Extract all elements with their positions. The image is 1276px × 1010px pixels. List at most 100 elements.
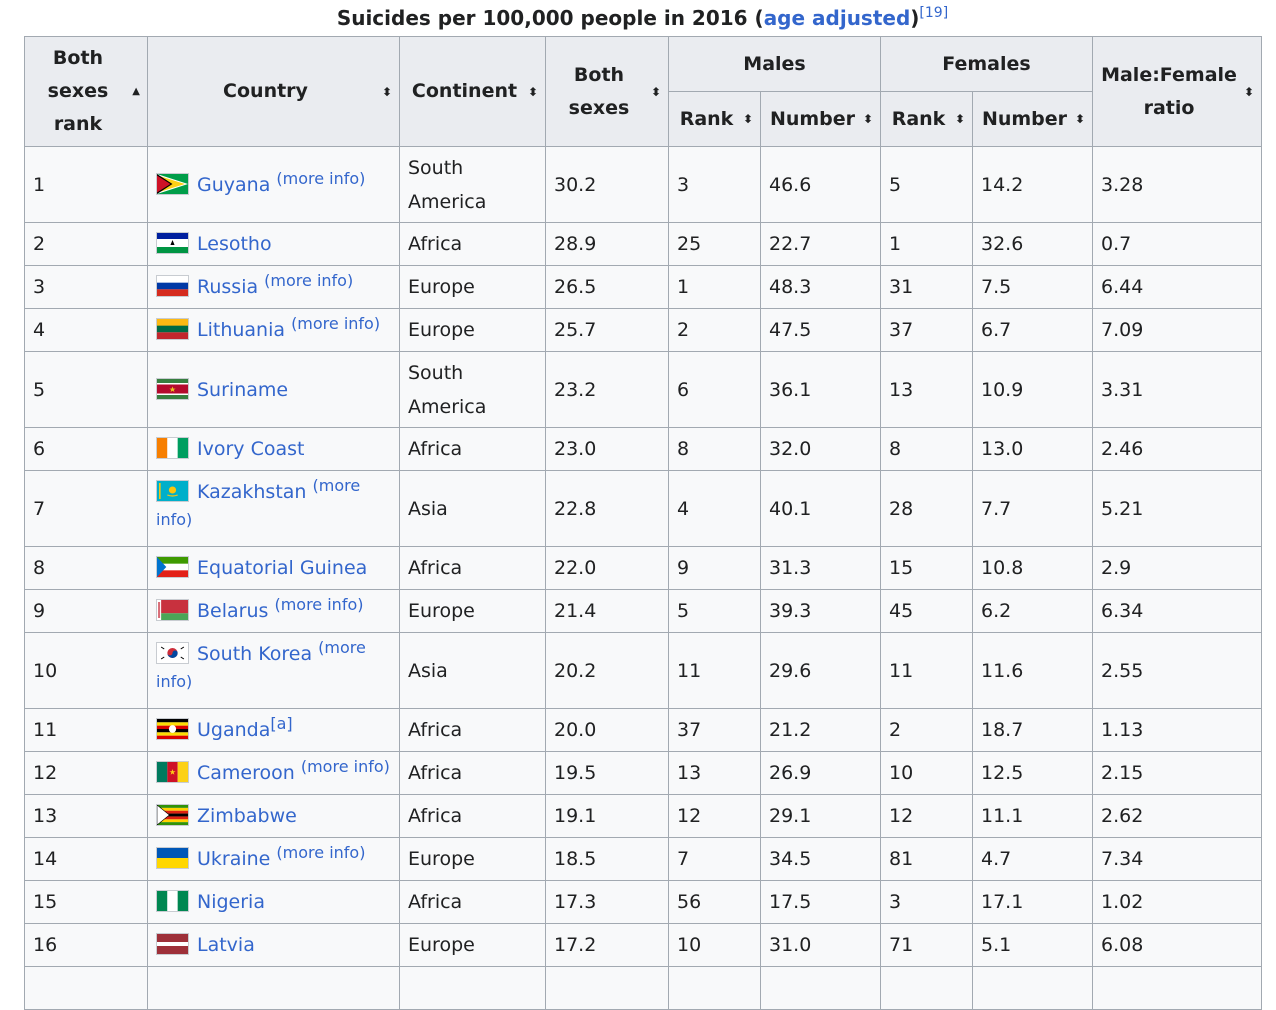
- more-info-link[interactable]: (more info): [156, 637, 366, 691]
- rank-cell: 13: [24, 794, 148, 838]
- ratio-cell: 7.09: [1092, 308, 1262, 352]
- males-rank-cell: 56: [668, 880, 761, 924]
- table-row: 14 Ukraine (more info) Europe 18.5 7 34.5 81 4.…: [24, 837, 1262, 881]
- more-info-link[interactable]: (more info): [156, 475, 361, 529]
- reference-19-link[interactable]: [19]: [919, 5, 949, 21]
- country-cell: Ivory Coast: [147, 427, 400, 471]
- both-sexes-cell: 17.2: [545, 923, 669, 967]
- continent-cell: Europe: [399, 265, 546, 309]
- table-row: 13 Zimbabwe Africa 19.1 12 29.1 12 11.1 2.62: [24, 794, 1262, 838]
- empty-cell: [760, 966, 881, 1010]
- header-male-female-ratio[interactable]: Male:Female ratio ⬍: [1092, 36, 1262, 147]
- ivory-coast-flag-icon: [156, 437, 189, 459]
- rank-cell: 16: [24, 923, 148, 967]
- country-cell: Cameroon (more info): [147, 751, 400, 795]
- country-link[interactable]: Kazakhstan: [197, 480, 307, 503]
- rank-cell: 15: [24, 880, 148, 924]
- header-continent[interactable]: Continent ⬍: [399, 36, 546, 147]
- header-both-sexes-rank[interactable]: Both sexes rank ▲: [24, 36, 148, 147]
- table-row: 5 Suriname South America 23.2 6 36.1 13 10.9 3.31: [24, 351, 1262, 428]
- rank-cell: 8: [24, 546, 148, 590]
- lithuania-flag-icon: [156, 318, 189, 340]
- country-link[interactable]: Belarus: [197, 600, 269, 622]
- females-number-cell: 5.1: [972, 923, 1093, 967]
- country-link[interactable]: Suriname: [197, 378, 289, 401]
- males-number-cell: 34.5: [760, 837, 881, 881]
- table-row: 2 Lesotho Africa 28.9 25 22.7 1 32.6 0.7: [24, 222, 1262, 266]
- table-row: 16 Latvia Europe 17.2 10 31.0 71 5.1 6.08: [24, 923, 1262, 967]
- more-info-link[interactable]: (more info): [276, 168, 366, 188]
- empty-cell: [1092, 966, 1262, 1010]
- country-link[interactable]: Lesotho: [197, 233, 272, 255]
- country-cell: Nigeria: [147, 880, 400, 924]
- header-males-number[interactable]: Number ⬍: [760, 91, 881, 147]
- ratio-cell: 6.44: [1092, 265, 1262, 309]
- both-sexes-cell: 22.0: [545, 546, 669, 590]
- country-link[interactable]: Russia: [197, 276, 259, 298]
- continent-cell: Africa: [399, 880, 546, 924]
- sort-icon: ⬍: [381, 84, 392, 99]
- males-rank-cell: 5: [668, 589, 761, 633]
- country-link[interactable]: Ukraine: [197, 848, 271, 870]
- country-cell: Belarus (more info): [147, 589, 400, 633]
- table-row: 8 Equatorial Guinea Africa 22.0 9 31.3 15 10.8 2…: [24, 546, 1262, 590]
- country-link[interactable]: Uganda: [197, 719, 271, 741]
- sort-icon: ⬍: [862, 112, 873, 126]
- males-rank-cell: 13: [668, 751, 761, 795]
- age-adjusted-link[interactable]: age adjusted: [763, 6, 911, 30]
- footnote-a-link[interactable]: [a]: [270, 714, 293, 733]
- females-rank-cell: 3: [880, 880, 973, 924]
- country-cell: Equatorial Guinea: [147, 546, 400, 590]
- both-sexes-cell: 25.7: [545, 308, 669, 352]
- both-sexes-cell: 23.2: [545, 351, 669, 428]
- country-link[interactable]: Nigeria: [197, 891, 265, 913]
- country-cell: Kazakhstan (more info): [147, 470, 400, 547]
- more-info-link[interactable]: (more info): [300, 757, 390, 776]
- females-rank-cell: 10: [880, 751, 973, 795]
- both-sexes-cell: 20.0: [545, 708, 669, 752]
- country-link[interactable]: Cameroon: [197, 762, 295, 784]
- table-row: 1 Guyana (more info) South America 30.2 3 46.6…: [24, 146, 1262, 223]
- empty-cell: [147, 966, 400, 1010]
- continent-cell: Africa: [399, 751, 546, 795]
- lesotho-flag-icon: [156, 232, 189, 254]
- both-sexes-cell: 19.1: [545, 794, 669, 838]
- females-rank-cell: 81: [880, 837, 973, 881]
- country-link[interactable]: South Korea: [197, 642, 313, 665]
- females-number-cell: 11.1: [972, 794, 1093, 838]
- both-sexes-cell: 28.9: [545, 222, 669, 266]
- country-link[interactable]: Equatorial Guinea: [197, 557, 368, 579]
- both-sexes-cell: 22.8: [545, 470, 669, 547]
- more-info-link[interactable]: (more info): [274, 595, 364, 614]
- rank-cell: 11: [24, 708, 148, 752]
- more-info-link[interactable]: (more info): [291, 314, 381, 333]
- latvia-flag-icon: [156, 933, 189, 955]
- empty-cell: [545, 966, 669, 1010]
- country-link[interactable]: Guyana: [197, 173, 271, 196]
- header-females-rank[interactable]: Rank ⬍: [880, 91, 973, 147]
- header-females-number[interactable]: Number ⬍: [972, 91, 1093, 147]
- ratio-cell: 1.02: [1092, 880, 1262, 924]
- country-link[interactable]: Latvia: [197, 934, 255, 956]
- header-country[interactable]: Country ⬍: [147, 36, 400, 147]
- country-link[interactable]: Lithuania: [197, 319, 286, 341]
- males-number-cell: 21.2: [760, 708, 881, 752]
- males-number-cell: 47.5: [760, 308, 881, 352]
- header-continent-label: Continent: [411, 80, 518, 102]
- zimbabwe-flag-icon: [156, 804, 189, 826]
- header-males-rank[interactable]: Rank ⬍: [668, 91, 761, 147]
- country-link[interactable]: Ivory Coast: [197, 438, 305, 460]
- males-number-cell: 48.3: [760, 265, 881, 309]
- females-rank-cell: 1: [880, 222, 973, 266]
- continent-cell: Africa: [399, 222, 546, 266]
- table-row: 7 Kazakhstan (more info) Asia 22.8 4 40.1 28 7.…: [24, 470, 1262, 547]
- country-cell: Zimbabwe: [147, 794, 400, 838]
- country-link[interactable]: Zimbabwe: [197, 805, 297, 827]
- more-info-link[interactable]: (more info): [264, 271, 354, 290]
- males-rank-cell: 2: [668, 308, 761, 352]
- rank-cell: 2: [24, 222, 148, 266]
- males-number-cell: 31.3: [760, 546, 881, 590]
- table-row: 10 South Korea (more info) Asia 20.2 11 29.6 1…: [24, 632, 1262, 709]
- more-info-link[interactable]: (more info): [276, 843, 366, 862]
- header-both-sexes[interactable]: Both sexes ⬍: [545, 36, 669, 147]
